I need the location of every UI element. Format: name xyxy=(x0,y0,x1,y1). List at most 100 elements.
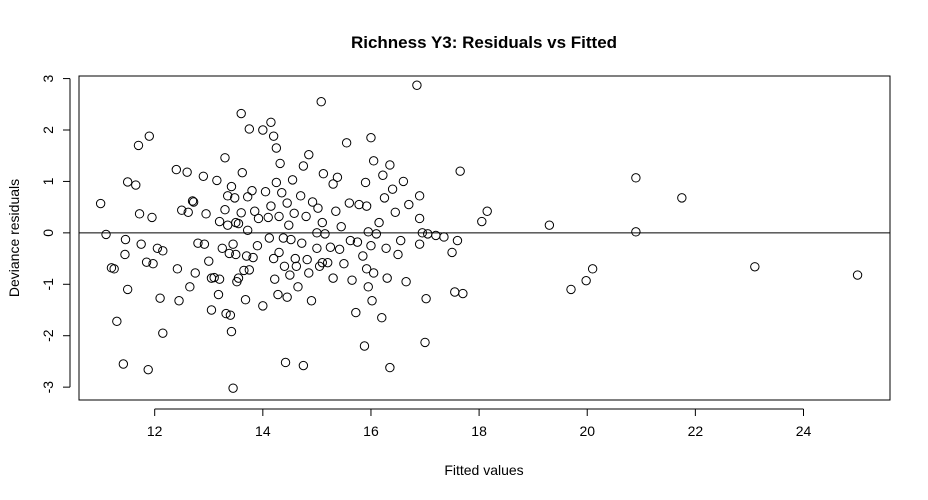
data-point xyxy=(450,287,460,297)
data-point xyxy=(334,244,345,255)
data-point xyxy=(266,117,276,127)
data-point xyxy=(112,316,122,327)
data-point xyxy=(260,187,271,197)
data-point xyxy=(368,156,379,166)
data-point xyxy=(368,268,379,278)
data-point xyxy=(158,328,168,338)
y-axis-label: Deviance residuals xyxy=(6,179,22,297)
data-point xyxy=(134,209,145,219)
data-point xyxy=(304,268,314,278)
data-point xyxy=(401,277,411,287)
y-tick-label: 0 xyxy=(40,229,56,237)
plot-frame xyxy=(78,75,891,401)
data-point xyxy=(242,192,253,202)
data-point xyxy=(264,233,275,243)
data-point xyxy=(366,133,376,143)
data-point xyxy=(412,80,422,90)
data-point xyxy=(271,177,282,188)
data-point xyxy=(414,191,425,201)
data-point xyxy=(258,125,268,135)
data-point xyxy=(378,170,388,180)
data-point xyxy=(374,217,384,228)
data-point xyxy=(214,216,225,227)
data-point xyxy=(95,198,106,209)
y-tick-label: 2 xyxy=(40,126,56,134)
x-tick-label: 16 xyxy=(363,423,379,439)
data-point xyxy=(136,239,146,249)
x-tick-label: 22 xyxy=(688,423,704,439)
data-point xyxy=(120,234,131,245)
data-point xyxy=(477,216,487,227)
data-point xyxy=(301,211,311,222)
data-point xyxy=(144,131,154,141)
data-point xyxy=(282,198,292,208)
data-point xyxy=(341,138,352,148)
data-point xyxy=(482,206,492,216)
data-point xyxy=(284,220,294,230)
data-point xyxy=(287,175,298,185)
data-point xyxy=(120,249,130,260)
x-tick-label: 18 xyxy=(471,423,487,439)
data-point xyxy=(455,166,465,176)
data-point xyxy=(109,264,119,274)
data-point xyxy=(331,206,341,216)
data-point xyxy=(231,249,241,260)
data-point xyxy=(307,197,318,207)
data-point xyxy=(230,193,240,203)
data-point xyxy=(217,243,227,253)
data-point xyxy=(240,295,251,305)
data-point xyxy=(317,217,327,228)
data-point xyxy=(439,232,449,242)
data-point xyxy=(221,308,231,319)
data-point xyxy=(152,243,163,253)
data-point xyxy=(317,257,327,268)
data-point xyxy=(233,218,244,229)
data-point xyxy=(233,273,244,283)
data-point xyxy=(190,268,200,278)
data-point xyxy=(382,273,392,283)
data-point xyxy=(236,208,246,218)
data-point xyxy=(320,229,330,239)
data-point xyxy=(354,199,364,210)
data-point xyxy=(316,97,326,107)
data-point xyxy=(141,257,152,267)
data-point xyxy=(366,241,376,251)
data-point xyxy=(336,221,346,232)
data-point xyxy=(423,229,433,239)
data-point xyxy=(273,289,283,300)
x-tick-label: 24 xyxy=(796,423,812,439)
data-point xyxy=(174,296,184,306)
data-point xyxy=(290,253,300,264)
data-point xyxy=(306,296,317,306)
data-point xyxy=(237,167,247,178)
data-point xyxy=(241,251,252,261)
data-point xyxy=(377,313,387,323)
data-point xyxy=(385,362,395,373)
y-axis: -3 -2 -1 0 1 2 3 xyxy=(40,74,71,393)
data-point xyxy=(133,140,144,151)
data-point xyxy=(345,235,356,246)
data-points xyxy=(95,80,863,393)
data-point xyxy=(452,235,463,246)
data-point xyxy=(393,249,403,260)
data-point xyxy=(312,243,322,253)
data-point xyxy=(297,238,307,248)
data-point xyxy=(236,108,246,119)
data-point xyxy=(182,167,192,177)
data-point xyxy=(271,143,282,153)
data-point xyxy=(328,273,338,283)
data-point xyxy=(302,254,312,265)
data-point xyxy=(544,220,555,230)
data-point xyxy=(318,169,329,179)
data-point xyxy=(220,153,230,163)
data-point xyxy=(258,301,268,311)
data-point xyxy=(360,177,371,188)
data-point xyxy=(398,176,409,187)
data-point xyxy=(228,383,238,393)
data-point xyxy=(222,220,233,230)
data-point xyxy=(293,282,303,292)
data-point xyxy=(239,265,249,276)
data-point xyxy=(323,257,333,268)
y-tick-label: -1 xyxy=(40,278,56,291)
